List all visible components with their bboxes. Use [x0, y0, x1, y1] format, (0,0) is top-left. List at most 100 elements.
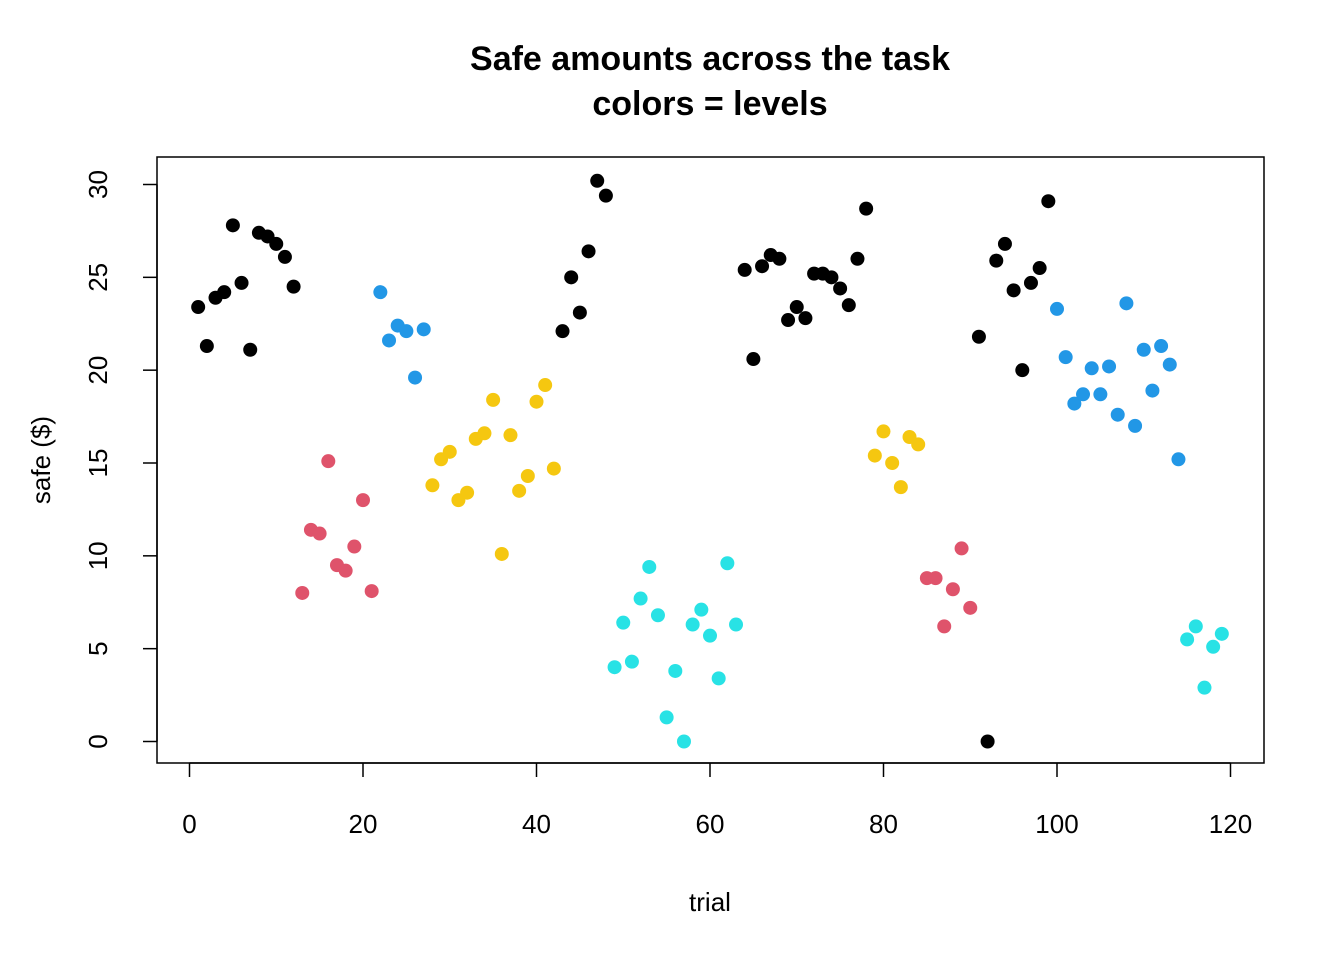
- data-point: [555, 324, 570, 339]
- data-point: [954, 541, 969, 556]
- data-point: [1050, 301, 1064, 316]
- data-point: [1076, 387, 1091, 402]
- data-point: [356, 493, 370, 508]
- data-point: [746, 352, 761, 367]
- data-point: [1154, 339, 1169, 354]
- y-tick-label: 10: [83, 541, 113, 570]
- data-point: [520, 468, 535, 483]
- data-point: [416, 322, 431, 337]
- data-point: [512, 483, 527, 498]
- y-axis-label: safe ($): [26, 416, 56, 504]
- data-point: [1058, 350, 1073, 365]
- chart-title: Safe amounts across the task: [470, 40, 950, 78]
- y-tick-label: 30: [83, 170, 113, 199]
- data-point: [590, 173, 605, 188]
- data-point: [659, 710, 674, 725]
- data-point: [529, 394, 544, 409]
- data-point: [824, 270, 839, 285]
- data-point: [1006, 283, 1021, 298]
- data-point: [321, 454, 336, 469]
- data-point: [503, 428, 518, 443]
- data-point: [191, 300, 206, 315]
- data-point: [338, 563, 353, 578]
- data-point: [1136, 342, 1151, 357]
- data-point: [598, 188, 613, 203]
- data-point: [876, 424, 891, 439]
- data-point: [850, 251, 865, 266]
- data-point: [564, 270, 579, 285]
- data-point: [234, 275, 249, 290]
- data-point: [1171, 452, 1186, 467]
- data-point: [1032, 261, 1047, 276]
- data-point: [1102, 359, 1117, 374]
- data-point: [538, 378, 553, 393]
- data-point: [1206, 639, 1221, 654]
- data-point: [295, 585, 310, 600]
- y-axis: 0 5 10 15 20 25 30: [83, 170, 158, 749]
- x-tick-label: 80: [869, 809, 898, 839]
- data-point: [243, 342, 258, 357]
- data-point: [893, 480, 908, 495]
- data-point: [1145, 383, 1160, 398]
- data-points: [191, 173, 1229, 749]
- data-point: [928, 571, 943, 586]
- data-point: [442, 444, 457, 459]
- data-point: [650, 608, 665, 623]
- data-point: [937, 619, 952, 634]
- x-tick-label: 20: [349, 809, 378, 839]
- data-point: [347, 539, 362, 554]
- data-point: [859, 201, 874, 216]
- data-point: [971, 329, 986, 344]
- data-point: [642, 559, 657, 574]
- y-tick-label: 20: [83, 356, 113, 385]
- data-point: [833, 281, 848, 296]
- data-point: [711, 671, 726, 686]
- data-point: [1067, 396, 1082, 411]
- data-point: [841, 298, 856, 313]
- y-tick-label: 25: [83, 263, 113, 292]
- y-tick-label: 15: [83, 449, 113, 478]
- data-point: [1162, 357, 1177, 372]
- data-point: [1197, 680, 1212, 695]
- data-point: [676, 734, 691, 749]
- data-point: [703, 628, 717, 643]
- data-point: [269, 236, 284, 251]
- data-point: [286, 279, 301, 294]
- data-point: [494, 546, 509, 561]
- y-tick-label: 5: [83, 641, 113, 655]
- data-point: [616, 615, 631, 630]
- x-axis: 0 20 40 60 80 100 120: [182, 762, 1252, 839]
- data-point: [546, 461, 561, 476]
- data-point: [1041, 194, 1056, 209]
- data-point: [364, 584, 379, 599]
- y-tick-label: 0: [83, 734, 113, 748]
- data-point: [737, 262, 752, 277]
- chart-subtitle: colors = levels: [592, 85, 827, 123]
- x-tick-label: 60: [696, 809, 725, 839]
- data-point: [668, 663, 683, 678]
- data-point: [399, 324, 414, 339]
- data-point: [1128, 418, 1143, 433]
- data-point: [781, 313, 796, 328]
- data-point: [486, 392, 501, 407]
- data-point: [789, 300, 804, 315]
- data-point: [729, 617, 744, 632]
- data-point: [1119, 296, 1134, 311]
- data-point: [1188, 619, 1203, 634]
- x-tick-label: 40: [522, 809, 551, 839]
- data-point: [572, 305, 587, 320]
- data-point: [624, 654, 639, 669]
- data-point: [460, 485, 475, 500]
- data-point: [1110, 407, 1125, 422]
- data-point: [945, 582, 960, 597]
- data-point: [1093, 387, 1108, 402]
- data-point: [989, 253, 1004, 268]
- data-point: [997, 236, 1012, 251]
- data-point: [1180, 632, 1195, 647]
- x-tick-label: 100: [1035, 809, 1078, 839]
- x-tick-label: 0: [182, 809, 196, 839]
- data-point: [867, 448, 882, 463]
- data-point: [720, 556, 735, 571]
- data-point: [1023, 275, 1038, 290]
